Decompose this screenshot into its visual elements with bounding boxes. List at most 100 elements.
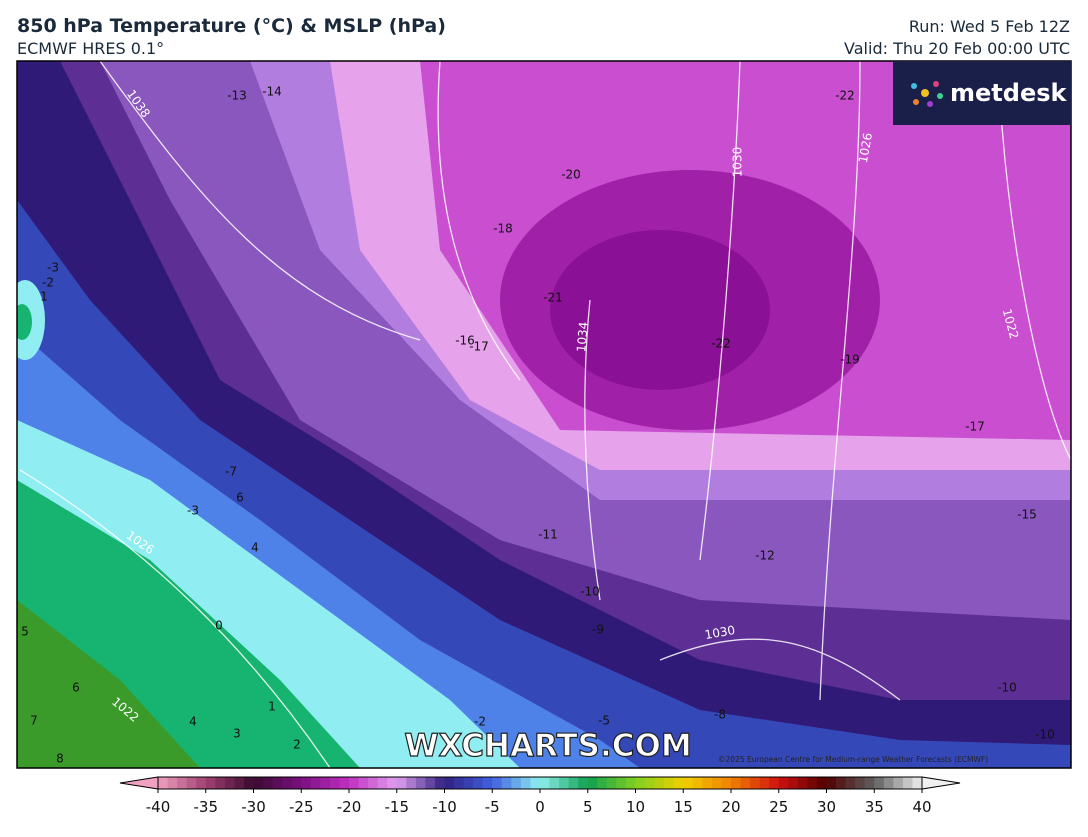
colorbar-segment [816,777,827,789]
colorbar-segment [320,777,331,789]
colorbar: -40 -35 -30 -25 -20 -15 -10 -5 0 5 10 15 20 25 30 35 40 [119,776,961,816]
colorbar-segment [177,777,188,789]
contour-label: 1034 [574,321,591,353]
colorbar-segment [836,777,846,789]
contour-label: 4 [251,541,259,555]
colorbar-segment [329,777,340,789]
contour-label: -10 [580,585,600,599]
contour-label: -12 [755,549,775,563]
colorbar-segment [721,777,732,789]
colorbar-segment [358,777,369,789]
colorbar-segment [282,777,293,789]
colorbar-tick-label: 5 [583,798,593,816]
contour-label: -22 [835,89,855,103]
colorbar-tick-label: -10 [432,798,457,816]
colorbar-segment [606,777,617,789]
colorbar-segment [874,777,885,789]
colorbar-tick-label: -15 [385,798,410,816]
colorbar-segment [501,777,512,789]
colorbar-segment [616,777,627,789]
colorbar-segment [377,777,388,789]
colorbar-segment [473,777,484,789]
subtitle: ECMWF HRES 0.1° [17,39,164,58]
map [17,61,1071,768]
contour-label: -15 [1017,508,1037,522]
contour-label: -2 [474,715,486,729]
colorbar-segment [788,777,799,789]
colorbar-tick-label: 30 [817,798,836,816]
contour-label: -3 [47,261,59,275]
colorbar-segment [205,777,216,789]
colorbar-segment [196,777,207,789]
colorbar-segment [167,777,178,789]
contour-label: -17 [965,420,985,434]
colorbar-segment [893,777,904,789]
contour-label: 5 [21,625,29,639]
contour-label: 4 [189,715,197,729]
contour-label: -10 [997,681,1017,695]
colorbar-segment [902,777,913,789]
contour-label: -5 [598,714,610,728]
colorbar-tick-label: 20 [721,798,740,816]
colorbar-segment [396,777,407,789]
colorbar-segment [683,777,694,789]
colorbar-segment [463,777,474,789]
colorbar-segment [568,777,579,789]
colorbar-tick-label: 10 [626,798,645,816]
colorbar-segment [272,777,283,789]
contour-label: -20 [561,168,581,182]
colorbar-segment [750,777,761,789]
colorbar-tick-label: -25 [289,798,314,816]
colorbar-tick-label: 0 [535,798,545,816]
colorbar-segment [339,777,350,789]
colorbar-segment [454,777,464,789]
colorbar-segment [310,777,321,789]
contour-label: 1 [40,290,48,304]
colorbar-end [119,776,159,790]
contour-label: -13 [227,89,247,103]
contour-label: -14 [262,85,282,99]
colorbar-segment [415,777,426,789]
colorbar-segment [215,777,226,789]
contour-label: 8 [56,752,64,766]
contour-label: -19 [840,353,860,367]
contour-label: 6 [72,681,80,695]
contour-label: -17 [469,340,489,354]
contour-label: 1030 [731,147,745,178]
contour-label: -3 [187,504,199,518]
colorbar-segment [368,777,379,789]
colorbar-segment [492,777,503,789]
colorbar-segment [759,777,770,789]
contour-label: -8 [714,708,726,722]
colorbar-segment [263,777,273,789]
colorbar-segment [845,777,856,789]
colorbar-segment [864,777,875,789]
contour-label: -9 [592,623,604,637]
colorbar-tick-label: 40 [912,798,931,816]
colorbar-segment [158,777,168,789]
run: Run: Wed 5 Feb 12Z [909,17,1070,36]
contour-label: 1 [268,700,276,714]
title: 850 hPa Temperature (°C) & MSLP (hPa) [17,15,446,37]
contour-label: 1030 [704,623,737,642]
contour-label: 0 [215,619,223,633]
colorbar-segment [711,777,722,789]
contour-label: -7 [225,465,237,479]
colorbar-segment [186,777,197,789]
colorbar-segment [587,777,598,789]
colorbar-tick-label: -35 [194,798,219,816]
colorbar-segment [520,777,531,789]
contour-label: -11 [538,528,558,542]
colorbar-segment [912,777,923,789]
colorbar-segment [549,777,560,789]
colorbar-segment [597,777,608,789]
contour-label: -22 [711,337,731,351]
colorbar-segment [406,777,417,789]
watermark: WXCHARTS.COM [404,728,691,764]
contour-label: 1026 [856,132,875,165]
colorbar-tick-label: -20 [337,798,362,816]
colorbar-segment [482,777,493,789]
contour-label: 7 [30,714,38,728]
copyright: ©2025 European Centre for Medium-range W… [718,755,988,764]
colorbar-segment [224,777,235,789]
